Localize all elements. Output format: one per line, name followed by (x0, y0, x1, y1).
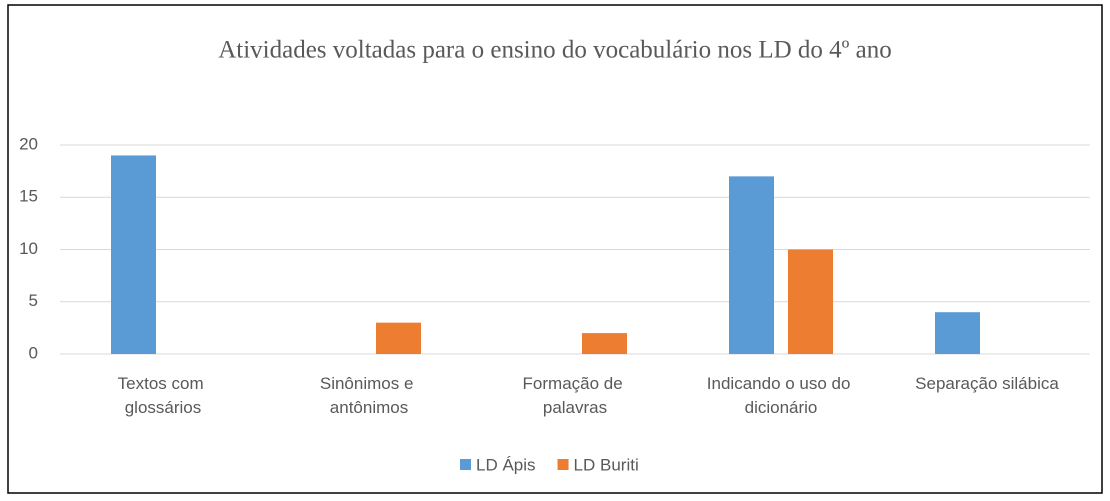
x-tick-label: Separação silábica (915, 374, 1059, 393)
x-tick-label: Indicando o uso do dicionário (707, 374, 855, 417)
y-tick-label: 5 (29, 291, 38, 310)
legend-swatch (460, 459, 471, 470)
x-tick-label: Textos com glossários (118, 374, 209, 417)
bar (935, 312, 980, 354)
bar (788, 249, 833, 354)
y-tick-label: 20 (19, 134, 38, 153)
legend-label: LD Buriti (574, 455, 639, 474)
y-tick-label: 10 (19, 239, 38, 258)
chart-title: Atividades voltadas para o ensino do voc… (218, 37, 892, 64)
x-tick-label: Formação de palavras (523, 374, 628, 417)
bar (582, 333, 627, 354)
bar (111, 155, 156, 354)
legend-swatch (557, 459, 569, 470)
legend-label: LD Ápis (476, 455, 536, 474)
x-tick-label: Sinônimos e antônimos (320, 374, 418, 417)
y-tick-label: 0 (29, 343, 38, 362)
y-tick-label: 15 (19, 187, 38, 206)
bar (376, 322, 421, 354)
bar (729, 176, 774, 354)
